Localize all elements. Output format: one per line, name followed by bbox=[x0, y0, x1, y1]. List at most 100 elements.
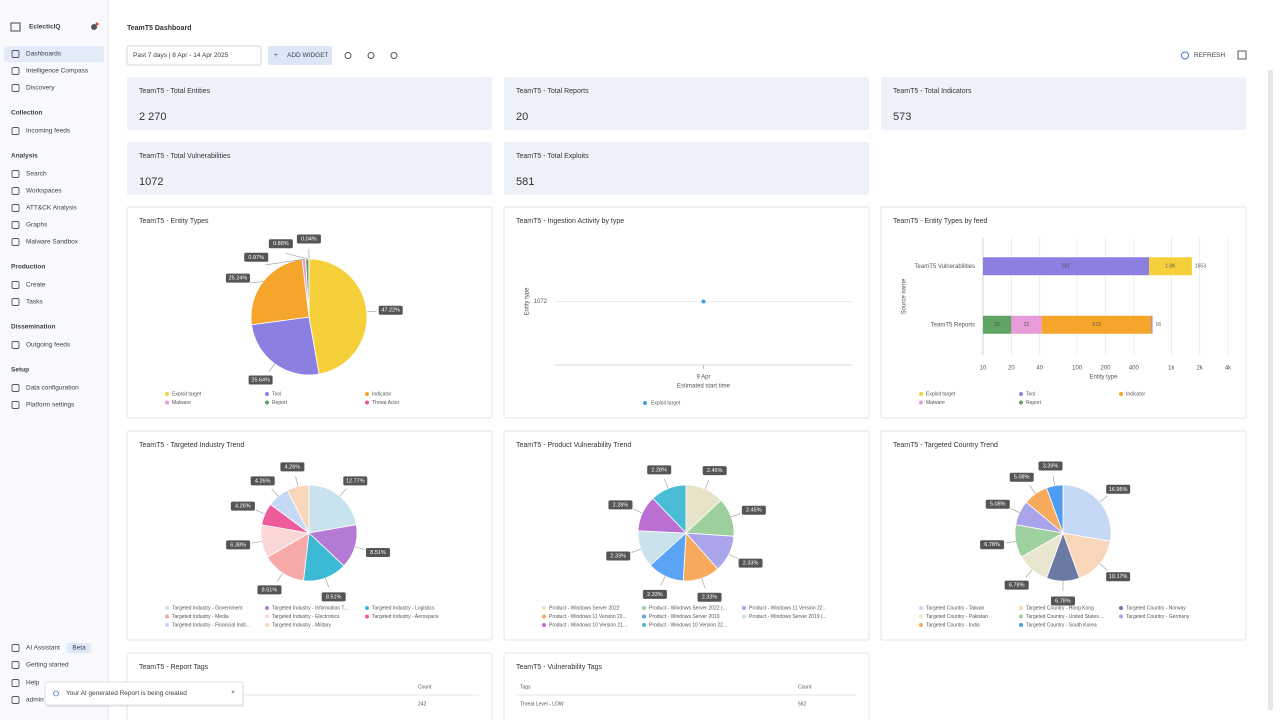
data-label: 581 bbox=[1062, 264, 1071, 270]
nav-item[interactable]: Tasks bbox=[26, 299, 43, 306]
data-label-box bbox=[980, 540, 1005, 550]
data-label-box bbox=[642, 589, 667, 599]
nav-icon bbox=[11, 204, 20, 212]
legend-label: Targeted Country - Germany bbox=[1126, 614, 1190, 620]
data-label-box bbox=[1009, 472, 1034, 482]
data-label-box bbox=[741, 505, 766, 515]
label-leader bbox=[1052, 475, 1055, 486]
date-range-button[interactable] bbox=[126, 45, 262, 66]
legend-swatch bbox=[542, 623, 546, 627]
data-label: 573 bbox=[1092, 322, 1101, 328]
label-leader bbox=[1010, 508, 1020, 513]
legend-swatch bbox=[542, 614, 546, 619]
refresh-button[interactable]: REFRESH bbox=[1194, 52, 1225, 59]
nav-icon bbox=[11, 84, 20, 92]
legend-swatch bbox=[265, 400, 269, 405]
legend-swatch bbox=[642, 623, 646, 627]
nav-item[interactable]: Search bbox=[26, 171, 47, 178]
label-leader bbox=[366, 310, 377, 313]
label-leader bbox=[704, 479, 710, 490]
kpi-title: TeamT5 - Total Exploits bbox=[516, 153, 589, 160]
legend-swatch bbox=[265, 614, 269, 619]
add-widget-button[interactable] bbox=[268, 46, 332, 65]
data-label-box bbox=[244, 252, 269, 262]
data-label-box bbox=[1038, 461, 1063, 471]
nav-section-title: Collection bbox=[11, 110, 42, 117]
nav-item[interactable]: Intelligence Compass bbox=[26, 68, 89, 75]
nav-item[interactable]: Data configuration bbox=[26, 385, 79, 392]
legend-label: Product - Windows 11 Version 22... bbox=[549, 614, 627, 620]
nav-item[interactable]: Workspaces bbox=[26, 188, 62, 195]
legend-label: Targeted Country - Hong Kong bbox=[1026, 605, 1094, 611]
table-header: Count bbox=[798, 684, 812, 690]
date-range-text: Past 7 days | 8 Apr - 14 Apr 2025 bbox=[133, 52, 229, 59]
toast-close[interactable]: × bbox=[231, 689, 235, 696]
download-icon[interactable] bbox=[344, 52, 352, 59]
sidebar bbox=[0, 0, 108, 720]
legend-label: Targeted Country - South Korea bbox=[1026, 622, 1097, 628]
nav-item[interactable]: Graphs bbox=[26, 222, 48, 229]
nav-item[interactable]: ATT&CK Analysis bbox=[26, 205, 78, 212]
data-label-box bbox=[343, 476, 368, 486]
nav-footer-item[interactable]: Help bbox=[26, 680, 40, 687]
nav-section-title: Setup bbox=[11, 367, 29, 374]
nav-item[interactable]: Incoming feeds bbox=[26, 128, 71, 135]
data-label: 5.08% bbox=[990, 502, 1006, 508]
nav-item[interactable]: Malware Sandbox bbox=[26, 239, 79, 246]
notification-bell bbox=[91, 24, 97, 30]
data-label-box bbox=[248, 375, 273, 385]
widget-title: TeamT5 - Targeted Country Trend bbox=[893, 442, 998, 449]
label-leader bbox=[1025, 569, 1033, 578]
data-label: 25.64% bbox=[251, 377, 270, 383]
nav-icon bbox=[11, 298, 20, 306]
nav-item[interactable]: Outgoing feeds bbox=[26, 342, 71, 349]
data-point bbox=[701, 299, 706, 304]
data-label-box bbox=[1106, 572, 1131, 582]
nav-icon bbox=[11, 281, 20, 289]
data-label: 2.28% bbox=[613, 502, 629, 508]
nav-footer-item[interactable]: Getting started bbox=[26, 662, 69, 669]
data-label-box bbox=[702, 466, 727, 476]
label-leader bbox=[660, 576, 666, 586]
table-cell: 242 bbox=[418, 701, 427, 707]
data-label-box bbox=[1004, 580, 1029, 590]
legend-swatch bbox=[365, 606, 369, 610]
legend-label: Product - Windows Server 2019 bbox=[649, 614, 720, 620]
data-label: 47.22% bbox=[381, 308, 400, 314]
data-label-box bbox=[365, 548, 390, 558]
legend-label: Product - Windows Server 2022 bbox=[549, 605, 620, 611]
data-label-box bbox=[1106, 484, 1131, 494]
nav-item[interactable]: Dashboards bbox=[26, 51, 62, 58]
fullscreen-icon[interactable] bbox=[1237, 50, 1247, 60]
legend-swatch bbox=[919, 400, 923, 405]
share-icon[interactable] bbox=[367, 52, 375, 59]
legend-swatch bbox=[643, 401, 647, 405]
widget-title: TeamT5 - Report Tags bbox=[139, 664, 209, 671]
data-label-box bbox=[738, 558, 763, 568]
legend-label: Product - Windows 11 Version 22... bbox=[749, 605, 827, 611]
nav-footer-item[interactable]: AI Assistant bbox=[26, 645, 60, 652]
legend-swatch bbox=[265, 392, 269, 396]
x-tick-label: 4k bbox=[1225, 366, 1232, 372]
kpi-card bbox=[127, 77, 492, 130]
kpi-card bbox=[504, 77, 869, 130]
pie-slice bbox=[652, 484, 687, 534]
toast-spinner bbox=[53, 690, 59, 697]
legend-label: Product - Windows Server 2019 (... bbox=[749, 614, 827, 620]
nav-item[interactable]: Platform settings bbox=[26, 402, 75, 409]
legend-label: Exploit target bbox=[651, 400, 681, 406]
nav-item[interactable]: Discovery bbox=[26, 85, 55, 92]
legend-swatch bbox=[742, 614, 746, 619]
nav-item[interactable]: Create bbox=[26, 282, 46, 289]
label-leader bbox=[339, 488, 347, 497]
kpi-value: 573 bbox=[893, 111, 911, 123]
more-icon[interactable] bbox=[390, 52, 398, 59]
refresh-icon[interactable] bbox=[1181, 51, 1189, 60]
data-label: 12.77% bbox=[346, 478, 365, 484]
nav-footer-item[interactable]: admin bbox=[26, 697, 44, 704]
nav-icon bbox=[11, 187, 20, 195]
legend-label: Targeted Industry - Government bbox=[172, 605, 243, 611]
pie-slice bbox=[251, 316, 320, 376]
legend-swatch bbox=[919, 606, 923, 610]
